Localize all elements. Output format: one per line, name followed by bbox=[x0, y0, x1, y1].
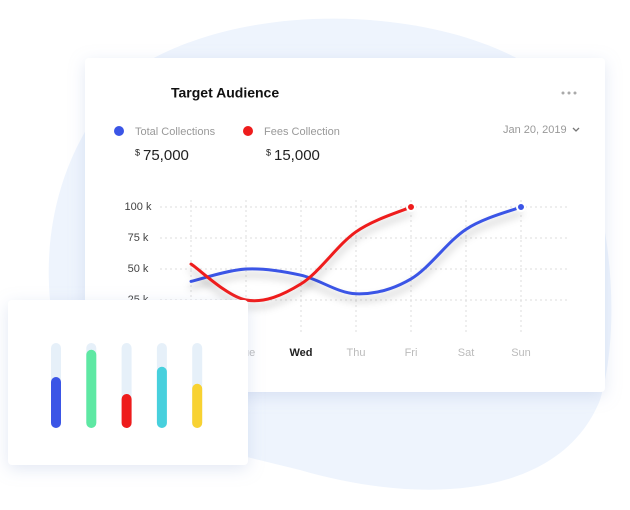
chevron[interactable] bbox=[572, 127, 580, 132]
legend-label: Fees Collection bbox=[264, 126, 340, 138]
y-tick-label: 50 k bbox=[128, 263, 149, 275]
x-tick-label: Thu bbox=[347, 347, 366, 359]
x-tick-label: Sat bbox=[458, 347, 475, 359]
bar bbox=[121, 394, 132, 428]
legend-marker bbox=[114, 126, 124, 136]
bar bbox=[86, 349, 97, 428]
end-point bbox=[406, 202, 416, 212]
bar bbox=[51, 377, 61, 428]
card-title: Target Audience bbox=[171, 85, 279, 101]
legend-label: Total Collections bbox=[135, 126, 216, 138]
end-point bbox=[516, 202, 526, 212]
date-picker[interactable]: Jan 20, 2019 bbox=[503, 124, 567, 136]
legend-marker bbox=[243, 126, 253, 136]
bar bbox=[156, 366, 167, 428]
menu-dots[interactable] bbox=[561, 91, 577, 95]
currency: $ bbox=[266, 147, 271, 157]
x-tick-label: Sun bbox=[511, 347, 531, 359]
series-line bbox=[189, 205, 523, 296]
mini-card bbox=[8, 300, 248, 465]
y-tick-label: 100 k bbox=[125, 201, 152, 213]
currency: $ bbox=[135, 147, 140, 157]
total-amount: 75,000 bbox=[143, 147, 189, 164]
bar bbox=[192, 383, 203, 428]
x-tick-label: Wed bbox=[289, 347, 312, 359]
series-line bbox=[189, 205, 413, 303]
y-tick-label: 75 k bbox=[128, 232, 149, 244]
fees-amount: 15,000 bbox=[274, 147, 320, 164]
x-tick-label: Fri bbox=[405, 347, 418, 359]
